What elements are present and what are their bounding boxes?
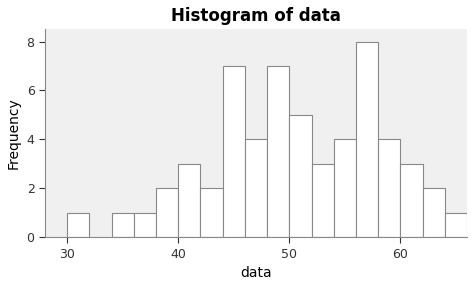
Bar [401, 164, 423, 237]
Bar [67, 213, 90, 237]
Bar [311, 164, 334, 237]
Bar [289, 115, 311, 237]
Bar [156, 188, 178, 237]
Y-axis label: Frequency: Frequency [7, 97, 21, 169]
Bar [178, 164, 201, 237]
Bar [201, 188, 223, 237]
Bar [223, 66, 245, 237]
Bar [423, 188, 445, 237]
Bar [245, 139, 267, 237]
Bar [134, 213, 156, 237]
Bar [267, 66, 289, 237]
Bar [111, 213, 134, 237]
X-axis label: data: data [240, 266, 272, 280]
Bar [445, 213, 467, 237]
Bar [378, 139, 401, 237]
Bar [356, 42, 378, 237]
Bar [334, 139, 356, 237]
Title: Histogram of data: Histogram of data [171, 7, 341, 25]
